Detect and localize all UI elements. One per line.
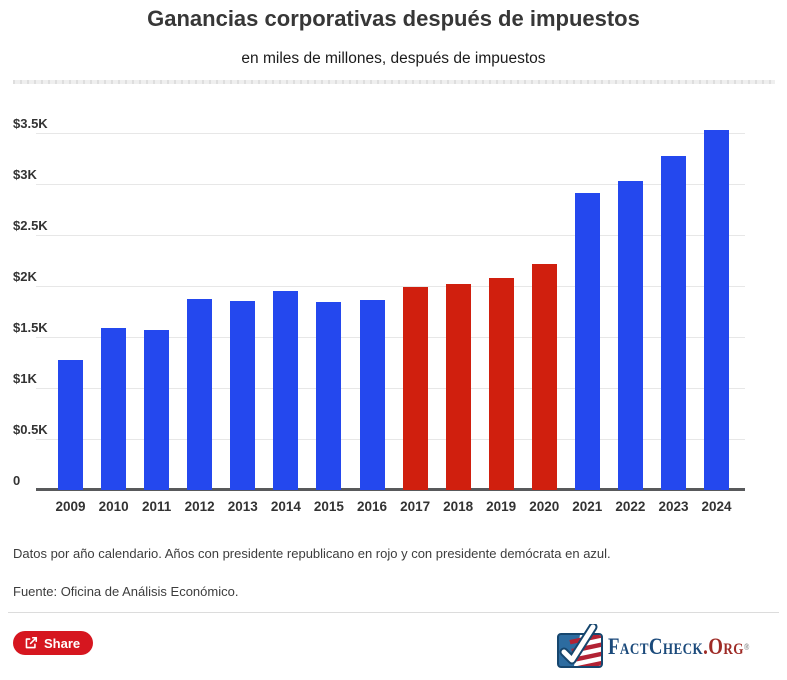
share-button-label: Share [44,635,81,651]
bar-2010 [101,328,127,490]
factcheck-logo-text: FactCheck.Org® [608,625,750,669]
x-axis-line [36,488,745,491]
x-tick-label-2017: 2017 [400,499,431,514]
x-tick-label-2012: 2012 [184,499,215,514]
gridline-$1K [36,388,745,389]
y-tick-label-$2.5K: $2.5K [13,218,48,233]
bar-2014 [273,291,299,490]
x-tick-label-2021: 2021 [572,499,603,514]
gridline-$2K [36,286,745,287]
bar-2009 [58,360,83,490]
x-tick-label-2010: 2010 [98,499,129,514]
x-tick-label-2014: 2014 [270,499,301,514]
y-tick-label-$3K: $3K [13,167,37,182]
y-tick-label-$1K: $1K [13,371,37,386]
logo-registered-mark: ® [743,642,750,652]
y-tick-label-$2K: $2K [13,269,37,284]
x-tick-label-2023: 2023 [658,499,689,514]
y-tick-label-$0.5K: $0.5K [13,422,48,437]
x-tick-label-2018: 2018 [443,499,474,514]
header-divider [13,80,775,84]
x-tick-label-2022: 2022 [615,499,646,514]
logo-text-factcheck: FactCheck [608,634,704,659]
bar-2018 [445,284,471,490]
bar-2022 [617,181,643,490]
x-tick-label-2009: 2009 [55,499,86,514]
factcheck-logo-link[interactable]: FactCheck.Org® [556,624,781,670]
y-tick-label-$1.5K: $1.5K [13,320,48,335]
gridline-$0.5K [36,439,745,440]
gridline-$3K [36,184,745,185]
x-tick-label-2019: 2019 [486,499,517,514]
x-tick-label-2011: 2011 [141,499,172,514]
source-note: Fuente: Oficina de Análisis Económico. [13,584,239,599]
y-tick-label-$3.5K: $3.5K [13,116,48,131]
page-title: Ganancias corporativas después de impues… [147,6,640,31]
footnote: Datos por año calendario. Años con presi… [13,546,611,561]
share-icon [24,636,38,650]
bar-2016 [359,300,385,490]
x-tick-label-2016: 2016 [356,499,388,514]
bar-2019 [488,278,514,490]
gridline-$1.5K [36,337,745,338]
x-tick-label-2015: 2015 [313,499,344,514]
bar-2017 [402,287,428,490]
y-tick-label-0: 0 [13,473,21,488]
x-tick-label-2020: 2020 [529,499,560,514]
bar-2015 [316,302,342,490]
footer-divider [8,612,779,613]
bar-2012 [187,299,213,490]
bar-2011 [144,330,170,490]
gridline-$3.5K [36,133,745,134]
bar-2013 [230,301,256,490]
bar-2024 [704,130,729,490]
x-tick-label-2024: 2024 [701,499,732,514]
x-tick-label-2013: 2013 [227,499,258,514]
bar-2020 [531,264,557,490]
gridline-$2.5K [36,235,745,236]
bar-2021 [574,193,600,490]
share-button[interactable]: Share [13,631,94,655]
bar-2023 [661,156,686,490]
logo-text-org: .Org [703,634,744,659]
page-subtitle: en miles de millones, después de impuest… [241,50,546,67]
factcheck-flag-icon [556,624,604,670]
